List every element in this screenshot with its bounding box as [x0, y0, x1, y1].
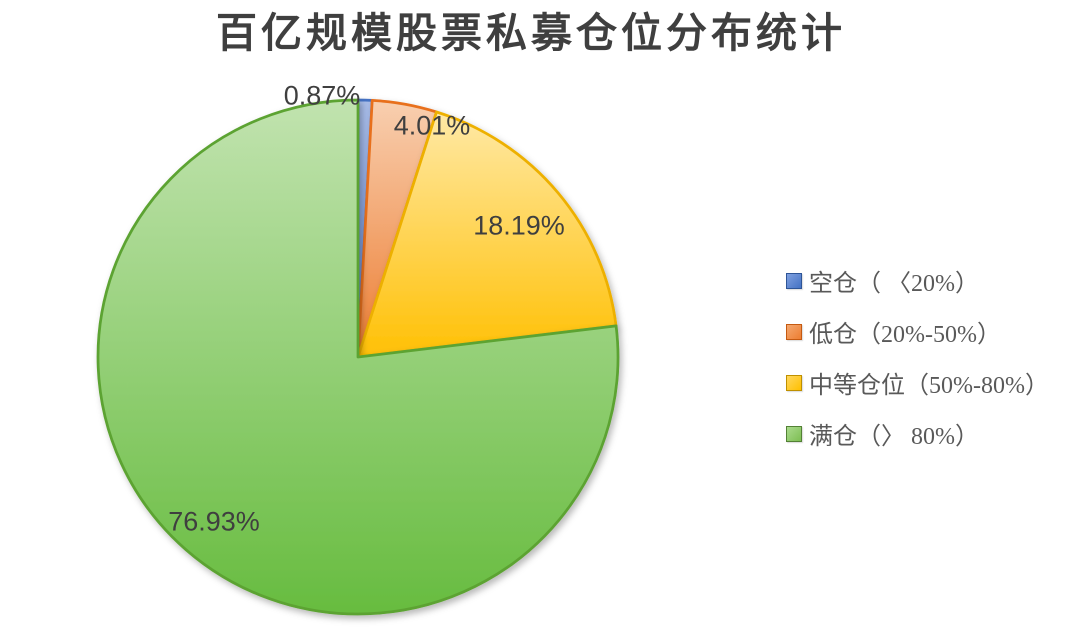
legend-swatch	[786, 374, 802, 391]
legend-item-label: 中等仓位（50%-80%）	[809, 373, 1049, 399]
legend: 空仓（ 〈20%） 低仓（20%-50%） 中等仓位（50%-80%） 满仓（〉…	[786, 255, 1049, 459]
legend-swatch	[786, 425, 802, 442]
legend-item-medium-position: 中等仓位（50%-80%）	[786, 357, 1049, 408]
legend-item-label: 低仓（20%-50%）	[809, 322, 1001, 348]
pie-slice-2	[356, 110, 618, 359]
legend-swatch	[786, 323, 802, 340]
legend-item-empty-position: 空仓（ 〈20%）	[786, 255, 1049, 306]
legend-item-label: 空仓（ 〈20%）	[809, 271, 979, 297]
slice-label-medium-position: 18.19%	[473, 210, 565, 241]
pie-slice-3	[96, 98, 620, 616]
legend-item-label: 满仓（〉 80%）	[809, 424, 979, 450]
slice-label-empty-position: 0.87%	[283, 80, 361, 111]
chart-title: 百亿规模股票私募仓位分布统计	[216, 10, 846, 56]
slice-label-full-position: 76.93%	[168, 506, 260, 537]
legend-item-full-position: 满仓（〉 80%）	[786, 408, 1049, 459]
legend-item-low-position: 低仓（20%-50%）	[786, 306, 1049, 357]
legend-swatch	[786, 272, 802, 289]
slice-label-low-position: 4.01%	[393, 110, 471, 141]
